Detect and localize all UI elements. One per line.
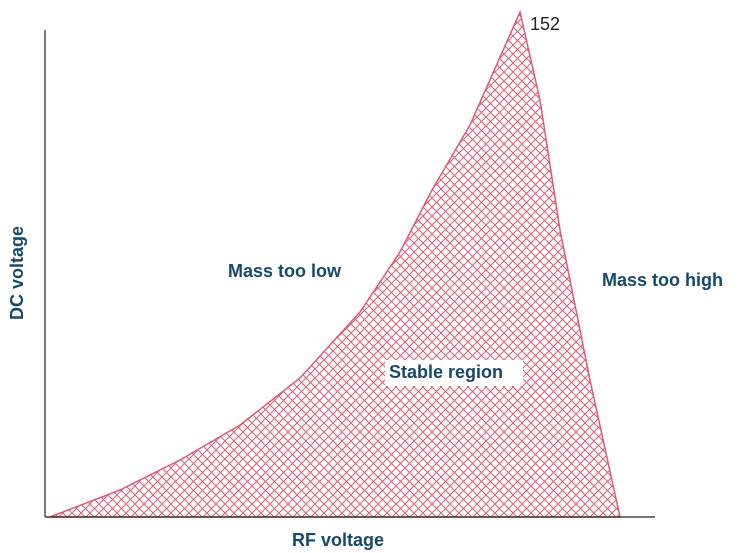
- mass-too-high-label: Mass too high: [602, 270, 723, 290]
- stable-label-background: [385, 360, 523, 386]
- stable-region-label: Stable region: [389, 362, 503, 382]
- peak-label: 152: [530, 14, 560, 34]
- y-axis-label: DC voltage: [7, 226, 27, 320]
- mass-too-low-label: Mass too low: [228, 261, 342, 281]
- stable-region-shape: [49, 9, 621, 518]
- x-axis-label: RF voltage: [292, 530, 384, 550]
